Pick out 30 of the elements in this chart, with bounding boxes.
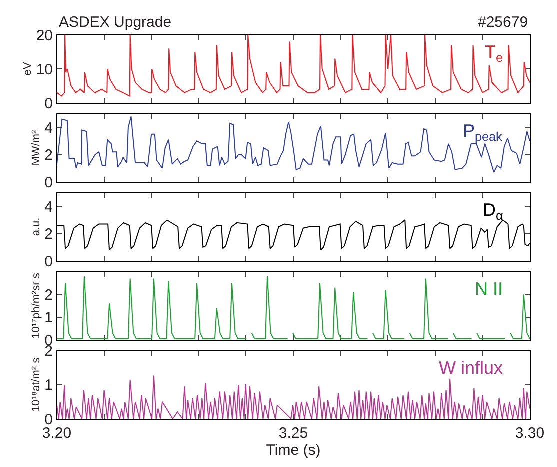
y-tick-label: 10 — [36, 61, 53, 78]
y-axis-title: MW/m² — [30, 130, 42, 166]
y-tick-label: 1 — [44, 310, 53, 327]
line-series — [57, 35, 530, 97]
y-tick-label: 2 — [44, 147, 53, 164]
chart-title: ASDEX Upgrade — [59, 14, 172, 31]
y-tick-label: 0 — [44, 253, 53, 270]
y-axis-title: 10¹⁷ph/m²sr s — [30, 272, 42, 339]
series-label: T$_{e}$ — [485, 42, 504, 65]
y-tick-label: 2 — [44, 226, 53, 244]
y-tick-label: 0 — [44, 174, 53, 192]
series-label: D$_{α}$ — [483, 200, 504, 223]
series-label: N II — [475, 279, 504, 299]
y-tick-label: 4 — [44, 198, 53, 216]
text: #25679 — [478, 14, 528, 31]
line-series — [57, 375, 530, 419]
y-tick-label: 1 — [44, 377, 53, 394]
y-axis-title: 10¹⁸at/m² s — [30, 357, 42, 412]
x-tick-label: 3.25 — [278, 425, 308, 442]
y-axis-title: a.u. — [30, 218, 42, 236]
x-axis-title: Time (s) — [266, 442, 321, 459]
x-tick-label: 3.30 — [515, 425, 545, 442]
y-tick-label: 4 — [44, 120, 53, 137]
series-label: P$_{peak}$ — [463, 121, 504, 144]
y-tick-label: 2 — [44, 286, 53, 304]
series-label: W influx — [439, 358, 504, 378]
y-tick-label: 0 — [44, 95, 53, 112]
y-tick-label: 20 — [36, 27, 53, 44]
y-axis-title: eV — [22, 62, 34, 76]
line-series — [57, 116, 530, 174]
